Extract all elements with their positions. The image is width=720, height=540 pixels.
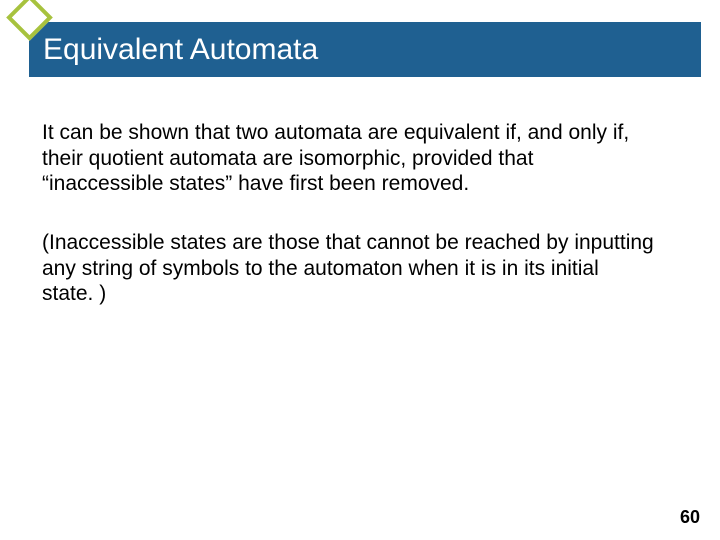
page-title: Equivalent Automata (43, 33, 318, 67)
paragraph-1: It can be shown that two automata are eq… (42, 120, 654, 197)
title-bar: Equivalent Automata (29, 22, 701, 77)
page-number: 60 (680, 507, 700, 528)
paragraph-2: (Inaccessible states are those that cann… (42, 230, 654, 307)
